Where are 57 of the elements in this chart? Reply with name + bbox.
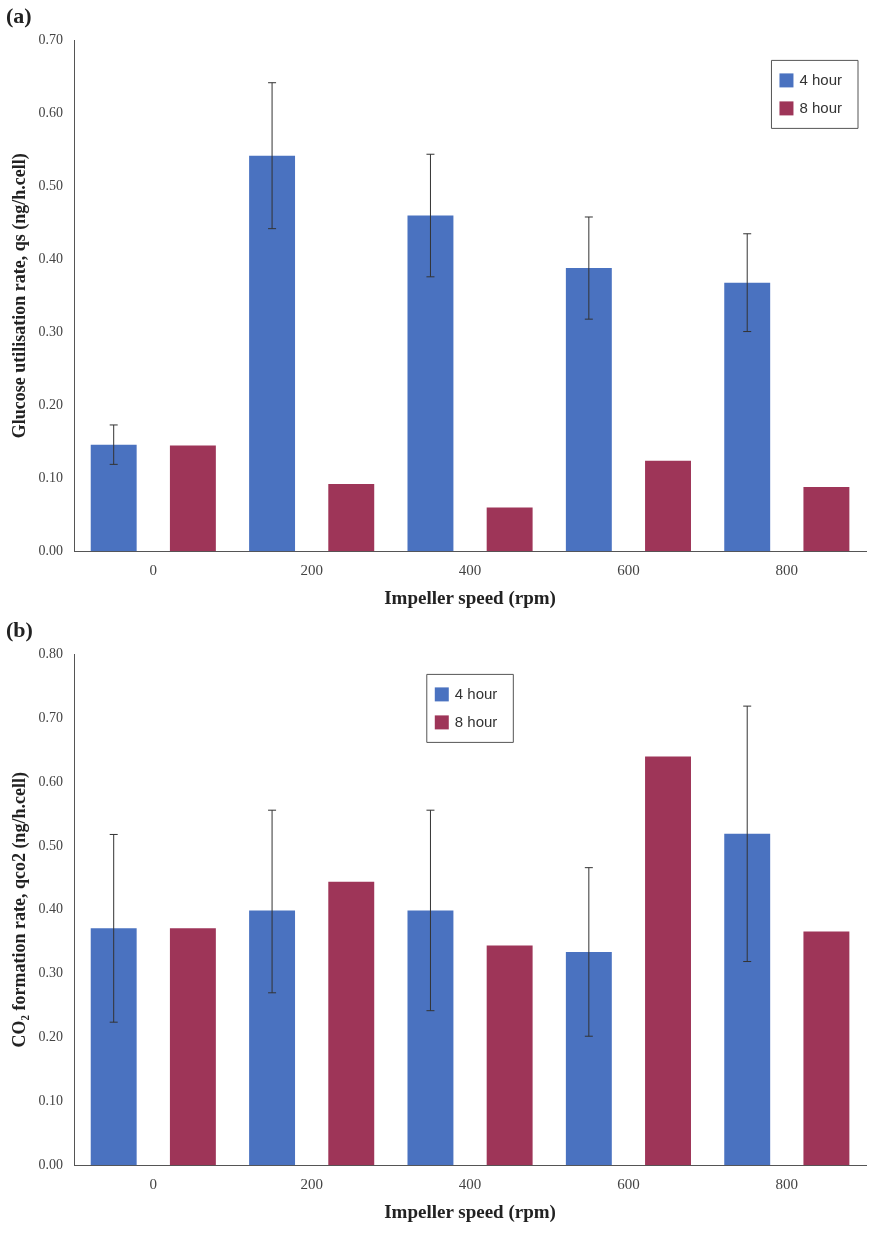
x-axis-title: Impeller speed (rpm)	[384, 586, 556, 609]
bar	[724, 282, 771, 552]
bar	[407, 215, 454, 552]
x-tick-label: 400	[458, 562, 482, 579]
bar	[249, 155, 296, 552]
legend-label: 4 hour	[454, 684, 498, 702]
bar	[90, 928, 137, 1166]
y-tick-label: 0.60	[38, 773, 64, 789]
bar	[169, 928, 216, 1166]
x-tick-label: 800	[775, 1176, 799, 1193]
y-tick-label: 0.70	[38, 709, 64, 725]
y-tick-label: 0.70	[38, 32, 64, 48]
bar	[486, 507, 533, 552]
chart-title: (b)	[6, 616, 33, 642]
bar	[328, 484, 375, 552]
y-tick-label: 0.00	[38, 1156, 64, 1172]
y-tick-label: 0.60	[38, 105, 64, 121]
x-tick-label: 800	[775, 562, 799, 579]
legend-label: 4 hour	[799, 70, 843, 88]
y-tick-label: 0.30	[38, 323, 64, 339]
y-axis-title: Glucose utilisation rate, qs (ng/h.cell)	[9, 153, 31, 439]
x-tick-label: 600	[617, 562, 640, 579]
bar	[565, 951, 612, 1166]
y-tick-label: 0.00	[38, 542, 64, 558]
x-axis-title: Impeller speed (rpm)	[384, 1200, 556, 1223]
y-tick-label: 0.10	[38, 469, 64, 485]
y-tick-label: 0.40	[38, 250, 64, 266]
x-tick-label: 0	[149, 562, 158, 579]
bar	[486, 945, 533, 1166]
y-tick-label: 0.30	[38, 965, 64, 981]
y-tick-label: 0.20	[38, 396, 64, 412]
bar	[645, 756, 691, 1166]
y-tick-label: 0.50	[38, 837, 64, 853]
bar	[724, 833, 771, 1166]
bar	[565, 268, 612, 552]
chart-title: (a)	[6, 2, 32, 28]
bar	[90, 444, 137, 552]
x-tick-label: 200	[300, 562, 323, 579]
legend-label: 8 hour	[454, 712, 498, 730]
x-tick-label: 600	[617, 1176, 640, 1193]
bar	[249, 910, 296, 1166]
legend-label: 8 hour	[799, 98, 843, 116]
bar	[328, 881, 375, 1166]
bar	[803, 931, 850, 1166]
y-tick-label: 0.80	[38, 646, 64, 662]
bar	[407, 910, 454, 1166]
y-tick-label: 0.10	[38, 1093, 64, 1109]
x-tick-label: 200	[300, 1176, 323, 1193]
y-axis-title: CO₂ formation rate, qco2 (ng/h.cell)	[9, 772, 31, 1048]
x-tick-label: 0	[149, 1176, 158, 1193]
bar	[803, 486, 850, 552]
x-tick-label: 400	[458, 1176, 482, 1193]
y-tick-label: 0.20	[38, 1029, 64, 1045]
bar	[169, 445, 216, 552]
bar	[645, 460, 691, 552]
y-tick-label: 0.50	[38, 178, 64, 194]
y-tick-label: 0.40	[38, 901, 64, 917]
